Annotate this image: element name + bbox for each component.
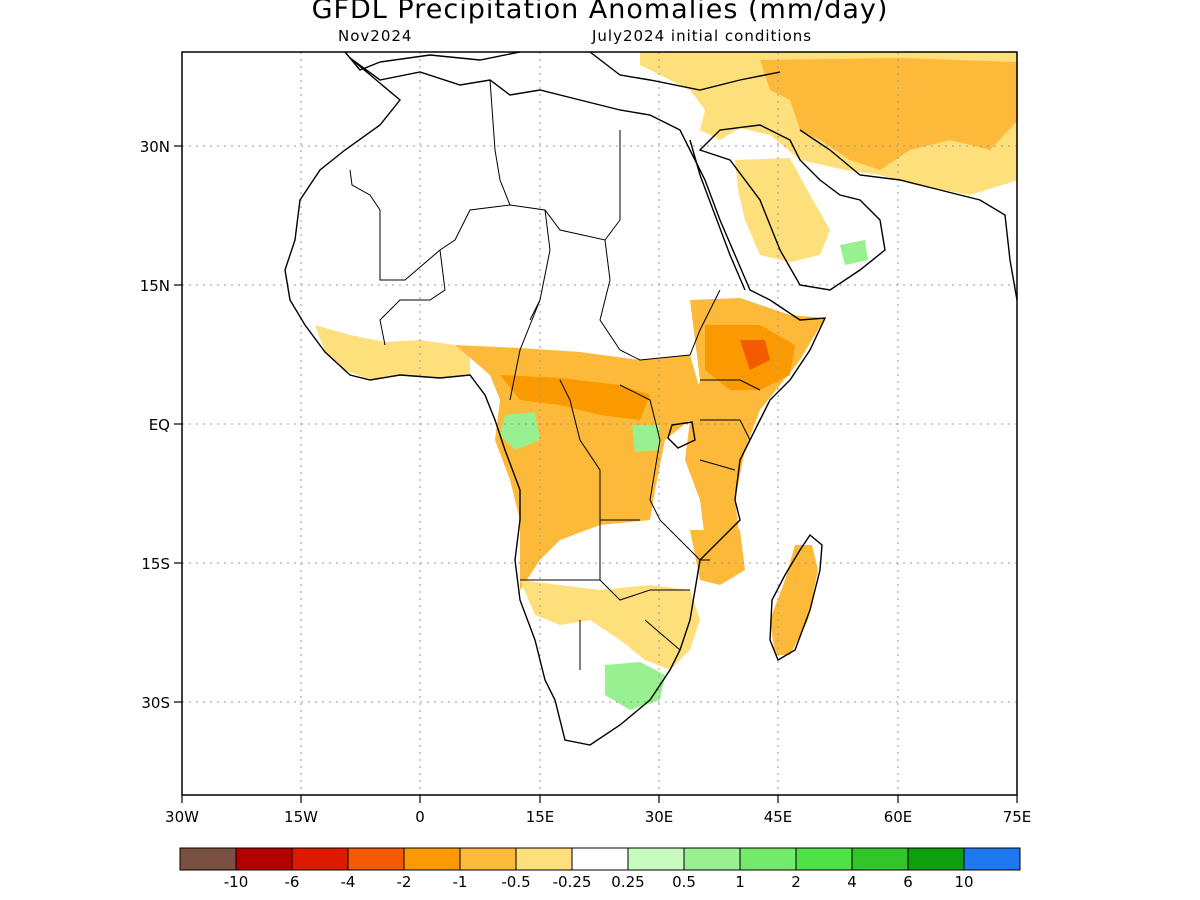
anomaly-region-west-africa [315,325,470,380]
lake-victoria [667,421,696,449]
anomaly-region-arabia [735,158,830,262]
africa-coastline [284,57,827,746]
country-borders [349,79,761,670]
colorbar-label: 6 [903,873,913,891]
madagascar-coastline [769,533,823,662]
colorbar-swatch [907,847,965,871]
anomaly-shading [315,52,1018,710]
colorbar-label: -1 [453,873,468,891]
lon-label: 0 [415,808,425,826]
coastlines [284,51,1018,746]
colorbar-label: -6 [285,873,300,891]
colorbar-label: 4 [847,873,857,891]
anomaly-region-congo-core [500,375,650,420]
lat-label: EQ [149,416,170,434]
anomaly-region-south-africa-wet [605,662,665,710]
initial-conditions-label: July2024 initial conditions [592,27,813,45]
anomaly-region-iran [760,58,1018,170]
colorbar-label: 2 [791,873,801,891]
colorbar-swatch [627,847,685,871]
lat-label: 15N [140,277,170,295]
lat-label: 30N [140,138,170,156]
colorbar-swatch [739,847,797,871]
colorbar-swatch [851,847,909,871]
anomaly-region-arabia-wet [840,240,868,265]
colorbar-swatch [515,847,573,871]
arabia-coastline [698,124,886,291]
lon-label: 15W [284,808,318,826]
lon-label: 15E [526,808,555,826]
colorbar-label: 1 [735,873,745,891]
colorbar-label: -10 [224,873,249,891]
europe-coastline [344,51,781,91]
lon-label: 45E [764,808,793,826]
colorbar-swatch [235,847,293,871]
colorbar-swatch [291,847,349,871]
tick-marks [174,145,1018,803]
colorbar-swatch [571,847,629,871]
colorbar-label: 10 [954,873,973,891]
anomaly-region-somalia-dry [740,340,770,370]
colorbar-swatch [347,847,405,871]
grid-lines [182,52,1017,795]
lon-label: 75E [1003,808,1032,826]
anomaly-region-mozambique [690,530,745,585]
colorbar-label: -4 [341,873,356,891]
anomaly-region-madagascar [770,545,818,655]
anomaly-region-lake-victoria-wet [632,425,660,452]
colorbar-label: 0.5 [672,873,696,891]
colorbar-label: -0.25 [553,873,592,891]
colorbar-swatch [683,847,741,871]
red-sea-coastline [689,139,746,291]
anomaly-region-gabon-wet [500,412,540,450]
colorbar-swatch [179,847,237,871]
map-title: GFDL Precipitation Anomalies (mm/day) [311,0,889,25]
iran-coastline [799,129,1018,301]
colorbar-swatch [403,847,461,871]
colorbar-swatch [963,847,1021,871]
colorbar-label: -2 [397,873,412,891]
anomaly-region-southern-africa [520,580,700,670]
lon-labels: 30W 15W 0 15E 30E 45E 60E 75E [165,808,1031,826]
lon-label: 60E [884,808,913,826]
valid-month-label: Nov2024 [338,27,413,45]
lon-label: 30E [645,808,674,826]
lat-labels: 30N 15N EQ 15S 30S [140,138,170,712]
lat-label: 30S [141,694,170,712]
lat-label: 15S [141,555,170,573]
colorbar-swatch [795,847,853,871]
lon-label: 30W [165,808,199,826]
colorbar-label: 0.25 [611,873,644,891]
colorbar-label: -0.5 [501,873,530,891]
colorbar: -10 -6 -4 -2 -1 -0.5 -0.25 0.25 0.5 1 2 4 6 10 [179,847,1021,891]
colorbar-swatch [459,847,517,871]
